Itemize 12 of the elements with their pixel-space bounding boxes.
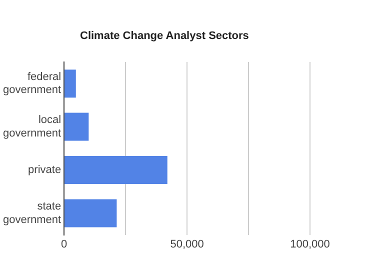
- bar: [64, 112, 89, 141]
- x-tick-label: 50,000: [170, 238, 204, 250]
- y-tick-label: private: [28, 164, 62, 176]
- bar: [64, 156, 168, 184]
- chart-title: Climate Change Analyst Sectors: [80, 30, 249, 42]
- x-tick-label: 0: [61, 238, 68, 250]
- bar: [64, 70, 76, 98]
- x-tick-label: 100,000: [290, 238, 330, 250]
- y-tick-label: federal government: [2, 71, 62, 96]
- bar: [64, 199, 117, 228]
- y-tick-label: local government: [2, 114, 62, 140]
- y-tick-label: state government: [2, 200, 62, 226]
